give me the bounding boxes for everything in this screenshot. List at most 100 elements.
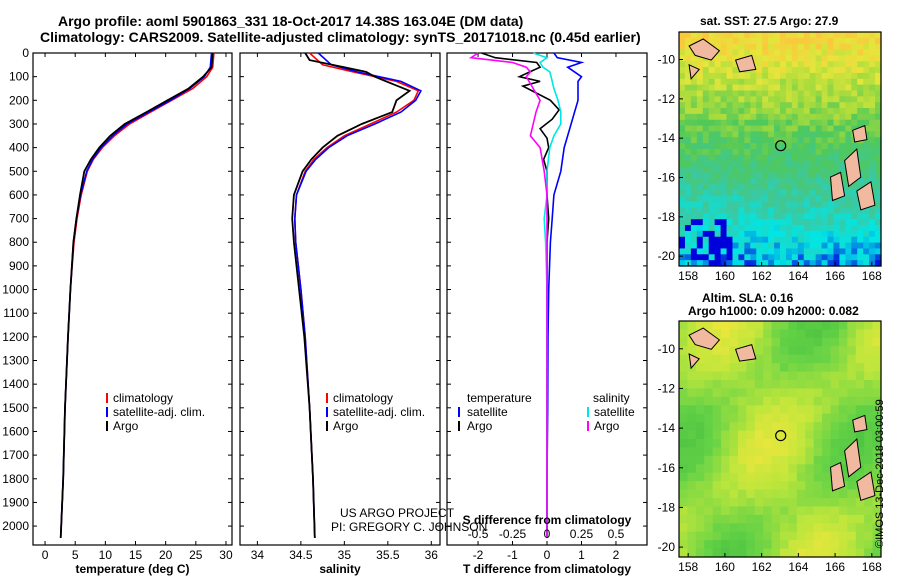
map-cell xyxy=(847,329,857,339)
map-cell xyxy=(774,119,781,127)
map-cell xyxy=(821,96,829,103)
map-cell xyxy=(863,37,870,45)
map-cell xyxy=(851,37,858,45)
map-cell xyxy=(726,178,734,185)
map-cell xyxy=(875,178,882,185)
map-cell xyxy=(714,242,722,250)
map-cell xyxy=(708,225,716,232)
map-cell xyxy=(690,119,698,127)
map-cell xyxy=(702,113,710,121)
map-cell xyxy=(851,254,858,261)
map-cell xyxy=(704,514,714,524)
map-cell xyxy=(864,531,874,541)
map-cell xyxy=(738,113,745,121)
map-cell xyxy=(827,166,835,173)
map-cell xyxy=(702,189,710,197)
map-cell xyxy=(864,346,874,356)
x-axis-label: T difference from climatology xyxy=(463,562,631,576)
map-cell xyxy=(847,548,857,558)
map-cell xyxy=(744,37,751,45)
map-cell xyxy=(780,337,790,347)
map-cell xyxy=(712,489,722,499)
map-cell xyxy=(875,78,882,86)
map-cell xyxy=(721,430,731,440)
map-cell xyxy=(785,55,793,62)
map-cell xyxy=(738,137,745,144)
map-cell xyxy=(785,172,793,179)
map-cell xyxy=(869,125,876,133)
map-cell xyxy=(838,354,848,364)
map-cell xyxy=(762,230,769,238)
map-cell xyxy=(869,49,876,56)
map-cell xyxy=(864,506,874,516)
map-cell xyxy=(780,405,790,415)
map-cell xyxy=(732,49,740,56)
map-cell xyxy=(827,96,835,103)
map-cell xyxy=(720,90,728,97)
map-cell xyxy=(679,102,686,109)
map-cell xyxy=(796,346,806,356)
map-cell xyxy=(720,248,728,255)
map-cell xyxy=(839,55,846,62)
map-cell xyxy=(679,329,689,339)
map-cell xyxy=(839,236,846,244)
map-cell xyxy=(768,125,775,133)
map-cell xyxy=(839,113,846,121)
map-cell xyxy=(756,143,763,150)
map-cell xyxy=(679,172,686,179)
map-cell xyxy=(780,489,790,499)
map-cell xyxy=(762,160,769,168)
map-cell xyxy=(712,464,722,474)
map-cell xyxy=(851,189,858,197)
map-cell xyxy=(679,388,689,398)
map-cell xyxy=(821,213,829,220)
map-cell xyxy=(684,178,692,185)
map-cell xyxy=(729,447,739,457)
x-tick-label: 0 xyxy=(42,548,49,562)
map-cell xyxy=(696,166,704,173)
map-cell xyxy=(805,447,815,457)
map-cell xyxy=(721,489,731,499)
map-cell xyxy=(821,201,829,209)
map-cell xyxy=(738,172,745,179)
map-cell xyxy=(827,32,835,39)
map-cell xyxy=(815,78,823,86)
map-cell xyxy=(726,102,734,109)
map-cell xyxy=(791,125,799,133)
map-cell xyxy=(821,149,829,156)
chart-title-line1: Argo profile: aoml 5901863_331 18-Oct-20… xyxy=(58,13,524,29)
map-cell xyxy=(774,149,781,156)
map-cell xyxy=(754,472,764,482)
map-cell xyxy=(720,207,728,214)
plot-frame-1 xyxy=(239,52,441,546)
map-cell xyxy=(738,37,745,45)
map-cell xyxy=(687,371,697,381)
map-cell xyxy=(771,363,781,373)
map-cell xyxy=(708,102,716,109)
map-cell xyxy=(833,43,841,51)
map-cell xyxy=(726,37,734,45)
map-cell xyxy=(851,219,858,226)
map-cell xyxy=(679,481,689,491)
map-cell xyxy=(851,43,858,51)
map-cell xyxy=(847,354,857,364)
map-cell xyxy=(863,113,870,121)
x-tick-label: 25 xyxy=(189,548,203,562)
map-cell xyxy=(815,61,823,68)
map-cell xyxy=(780,125,787,133)
map-cell xyxy=(744,219,751,226)
map-cell xyxy=(774,236,781,244)
map-cell xyxy=(875,119,882,127)
map-cell xyxy=(695,371,705,381)
map-cell xyxy=(729,548,739,558)
map-cell xyxy=(788,506,798,516)
map-cell xyxy=(851,213,858,220)
map-cell xyxy=(726,90,734,97)
map-cell xyxy=(679,464,689,474)
map-cell xyxy=(746,371,756,381)
map-cell xyxy=(679,189,686,197)
map-cell xyxy=(746,422,756,432)
map-cell xyxy=(864,498,874,508)
map-cell xyxy=(721,464,731,474)
map-cell xyxy=(815,49,823,56)
